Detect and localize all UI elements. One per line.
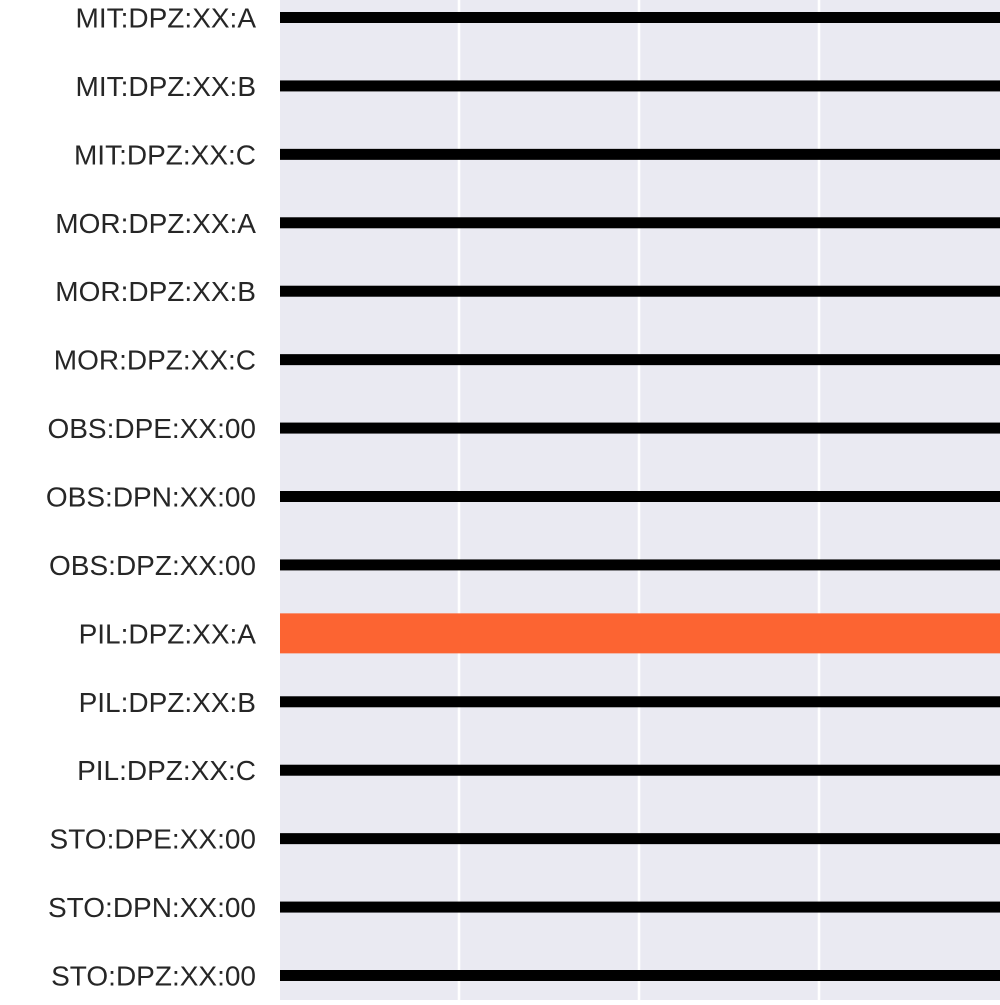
y-tick-label: STO:DPN:XX:00	[48, 892, 256, 923]
bar	[280, 901, 1000, 913]
bar	[280, 696, 1000, 708]
bar	[280, 12, 1000, 23]
bar-highlighted	[280, 613, 1000, 654]
bars	[280, 12, 1000, 981]
y-tick-label: PIL:DPZ:XX:C	[77, 755, 256, 786]
bar	[280, 354, 1000, 366]
y-tick-label: STO:DPE:XX:00	[50, 824, 256, 855]
y-tick-labels: MIT:DPZ:XX:A MIT:DPZ:XX:B MIT:DPZ:XX:C MOR:…	[46, 3, 256, 992]
bar	[280, 80, 1000, 92]
y-tick-label: MIT:DPZ:XX:B	[76, 71, 256, 102]
bar	[280, 559, 1000, 571]
y-tick-label: MIT:DPZ:XX:A	[76, 3, 257, 34]
y-tick-label: MOR:DPZ:XX:A	[55, 208, 256, 239]
bar	[280, 217, 1000, 229]
bar	[280, 764, 1000, 776]
y-tick-label: MOR:DPZ:XX:B	[55, 276, 256, 307]
y-tick-label: OBS:DPN:XX:00	[46, 482, 256, 513]
y-tick-label: OBS:DPZ:XX:00	[49, 550, 256, 581]
bar	[280, 422, 1000, 434]
bar	[280, 970, 1000, 981]
y-tick-label: PIL:DPZ:XX:A	[79, 618, 257, 649]
y-tick-label: MOR:DPZ:XX:C	[54, 345, 256, 376]
bar	[280, 148, 1000, 160]
bar	[280, 285, 1000, 297]
bar	[280, 833, 1000, 845]
y-tick-label: PIL:DPZ:XX:B	[79, 687, 256, 718]
y-tick-label: STO:DPZ:XX:00	[51, 961, 256, 992]
y-tick-label: MIT:DPZ:XX:C	[74, 139, 256, 170]
bar	[280, 491, 1000, 502]
y-tick-label: OBS:DPE:XX:00	[47, 413, 256, 444]
